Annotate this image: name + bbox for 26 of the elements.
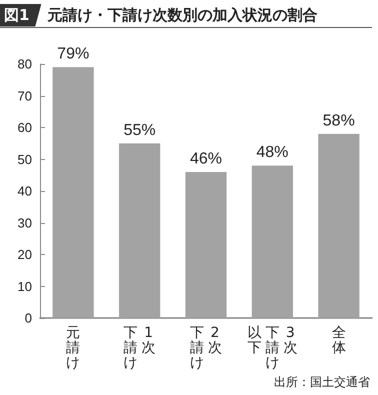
x-tick-label: 1次下請け (123, 325, 156, 371)
y-tick-label: 80 (18, 56, 32, 72)
y-tick-label: 60 (18, 120, 32, 135)
y-tick-label: 70 (18, 88, 32, 104)
y-tick-label: 10 (18, 278, 32, 294)
y-tick-label: 20 (18, 247, 32, 262)
data-label: 48% (256, 144, 288, 162)
x-tick-label: 2次下請け (190, 325, 222, 371)
y-tick-label: 0 (24, 310, 32, 326)
chart-title: 図1 元請け・下請け次数別の加入状況の割合 (0, 3, 372, 28)
y-tick-label: 40 (18, 184, 32, 198)
bar (252, 166, 293, 318)
x-tick-label: 3次下請け以下 (246, 325, 298, 371)
x-tick-label: 全体 (331, 325, 346, 356)
data-label: 55% (124, 122, 156, 139)
y-tick-label: 30 (18, 215, 32, 230)
y-tick-label: 50 (18, 152, 32, 167)
bar (52, 67, 94, 318)
data-label: 46% (190, 150, 222, 168)
data-label: 58% (322, 112, 355, 130)
bar (318, 134, 360, 318)
bar (185, 172, 227, 318)
x-tick-label: 元請け (66, 325, 81, 371)
text: 出所：国土交通省 (274, 374, 370, 391)
bar (119, 143, 160, 318)
data-label: 79% (57, 46, 90, 63)
